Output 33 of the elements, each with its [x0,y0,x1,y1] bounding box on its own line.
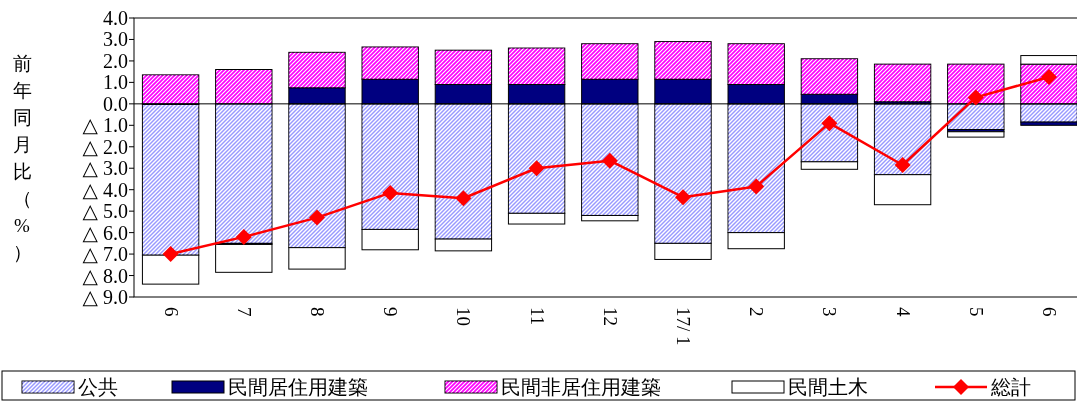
x-tick-label: 12 [599,307,621,326]
x-tick-label: 8 [307,307,328,317]
x-tick-label: 2 [746,307,768,317]
legend-label: 民間非居住用建築 [501,376,661,398]
x-tick-label: 17/ 1 [673,307,694,346]
y-tick-label: △ 7.0 [82,243,128,266]
y-tick-label: △ 6.0 [82,221,128,244]
legend-label: 民間土木 [788,376,868,398]
y-tick-label: 3.0 [103,28,128,51]
y-tick-label: △ 8.0 [82,264,128,287]
y-tick-label: 1.0 [103,71,128,94]
x-tick-label: 3 [819,307,841,317]
x-tick-label: 6 [160,307,182,317]
x-tick-label: 10 [453,307,475,326]
y-tick-label: △ 1.0 [82,114,128,137]
x-tick-label: 4 [892,307,914,317]
x-tick-label: 7 [233,307,255,317]
y-tick-label: 4.0 [103,7,128,29]
y-tick-label: △ 9.0 [82,286,128,308]
y-tick-label: 0.0 [103,92,128,115]
y-tick-label: △ 4.0 [82,178,128,201]
x-tick-label: 5 [965,307,987,317]
y-tick-label: △ 3.0 [82,157,128,180]
x-tick-label: 6 [1039,307,1060,317]
x-tick-label: 9 [380,307,402,317]
y-tick-label: △ 5.0 [82,200,128,223]
y-tick-label: △ 2.0 [82,135,128,158]
y-axis-title: 前年同月比（%） [12,53,32,263]
legend-label: 総計 [990,376,1031,398]
x-tick-label: 11 [526,307,548,326]
legend-label: 公共 [78,376,118,398]
y-tick-label: 2.0 [103,49,128,72]
legend-label: 民間居住用建築 [228,376,368,398]
